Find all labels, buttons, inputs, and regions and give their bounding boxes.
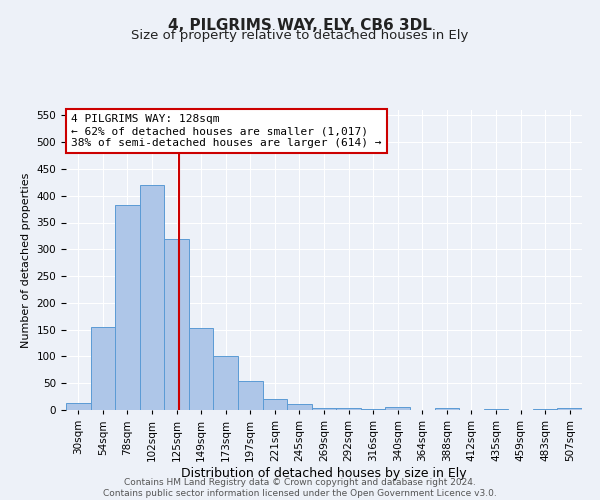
Bar (140, 185, 164, 410)
Text: Contains HM Land Registry data © Crown copyright and database right 2024.
Contai: Contains HM Land Registry data © Crown c… (103, 478, 497, 498)
Text: 4 PILGRIMS WAY: 128sqm
← 62% of detached houses are smaller (1,017)
38% of semi-: 4 PILGRIMS WAY: 128sqm ← 62% of detached… (71, 114, 382, 148)
Bar (312, 408, 336, 410)
Text: Size of property relative to detached houses in Ely: Size of property relative to detached ho… (131, 29, 469, 42)
Y-axis label: Number of detached properties: Number of detached properties (21, 172, 31, 348)
Bar (189, 328, 214, 410)
Bar (336, 408, 361, 410)
Bar (238, 380, 263, 410)
Bar (557, 408, 582, 410)
Bar (287, 404, 312, 410)
Bar (385, 408, 410, 410)
Bar (91, 327, 115, 410)
Bar (533, 409, 557, 410)
Bar (214, 356, 238, 410)
Bar (115, 206, 140, 410)
Bar (434, 408, 459, 410)
Bar (263, 400, 287, 410)
Bar (484, 409, 508, 410)
Bar (164, 238, 189, 410)
X-axis label: Distribution of detached houses by size in Ely: Distribution of detached houses by size … (181, 466, 467, 479)
Text: 4, PILGRIMS WAY, ELY, CB6 3DL: 4, PILGRIMS WAY, ELY, CB6 3DL (168, 18, 432, 32)
Bar (66, 403, 91, 410)
